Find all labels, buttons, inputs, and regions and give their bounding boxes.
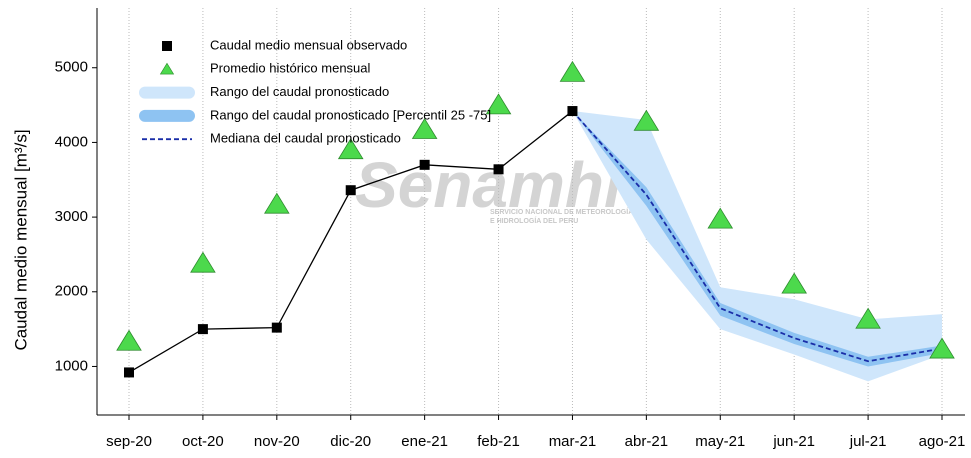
historic-point — [116, 329, 142, 351]
observed-point — [493, 164, 504, 175]
median-line — [571, 110, 943, 363]
historic-point — [781, 272, 807, 294]
legend-marker — [159, 62, 175, 75]
historic-point — [485, 93, 512, 115]
legend-label: Promedio histórico mensual — [210, 61, 371, 76]
x-tick-label: dic-20 — [330, 433, 371, 450]
historic-point — [264, 192, 290, 214]
y-tick-label: 3000 — [55, 208, 88, 225]
watermark-title: Senamhi — [355, 149, 623, 221]
historic-point — [559, 60, 586, 82]
observed-point — [271, 322, 282, 333]
x-tick-label: nov-20 — [254, 433, 300, 450]
historic-point — [855, 307, 881, 329]
x-tick-label: abr-21 — [625, 433, 668, 450]
x-tick-label: mar-21 — [549, 433, 597, 450]
x-tick-label: ago-21 — [919, 433, 966, 450]
y-tick-label: 5000 — [55, 59, 88, 76]
x-tick-label: jul-21 — [849, 433, 887, 450]
x-tick-label: may-21 — [695, 433, 745, 450]
y-axis-label: Caudal medio mensual [m³/s] — [11, 129, 30, 350]
historic-point — [337, 138, 364, 160]
observed-point — [419, 159, 430, 170]
historic-point — [190, 251, 216, 273]
legend-marker — [139, 86, 195, 99]
x-tick-label: feb-21 — [477, 433, 520, 450]
historic-point — [929, 337, 955, 359]
y-tick-label: 2000 — [55, 283, 88, 300]
historic-point — [411, 117, 438, 139]
historic-point — [707, 207, 734, 229]
legend-marker — [139, 109, 195, 122]
y-tick-label: 4000 — [55, 133, 88, 150]
forecast-band — [572, 111, 942, 382]
y-tick-label: 1000 — [55, 357, 88, 374]
legend-marker — [162, 41, 172, 51]
observed-point — [567, 106, 578, 117]
legend-label: Rango del caudal pronosticado [Percentil… — [210, 107, 491, 122]
x-tick-label: oct-20 — [182, 433, 224, 450]
legend-label: Mediana del caudal pronosticado — [210, 131, 401, 146]
observed-point — [197, 324, 208, 335]
observed-point — [345, 185, 356, 196]
watermark-subtitle: SERVICIO NACIONAL DE METEOROLOGÍA — [490, 207, 633, 216]
legend-label: Rango del caudal pronosticado — [210, 84, 389, 99]
x-tick-label: jun-21 — [772, 433, 815, 450]
historic-point — [633, 109, 660, 131]
x-tick-label: ene-21 — [401, 433, 448, 450]
observed-point — [124, 367, 134, 378]
watermark-subtitle: E HIDROLOGÍA DEL PERU — [490, 216, 578, 225]
legend-label: Caudal medio mensual observado — [210, 37, 407, 52]
x-tick-label: sep-20 — [106, 433, 152, 450]
